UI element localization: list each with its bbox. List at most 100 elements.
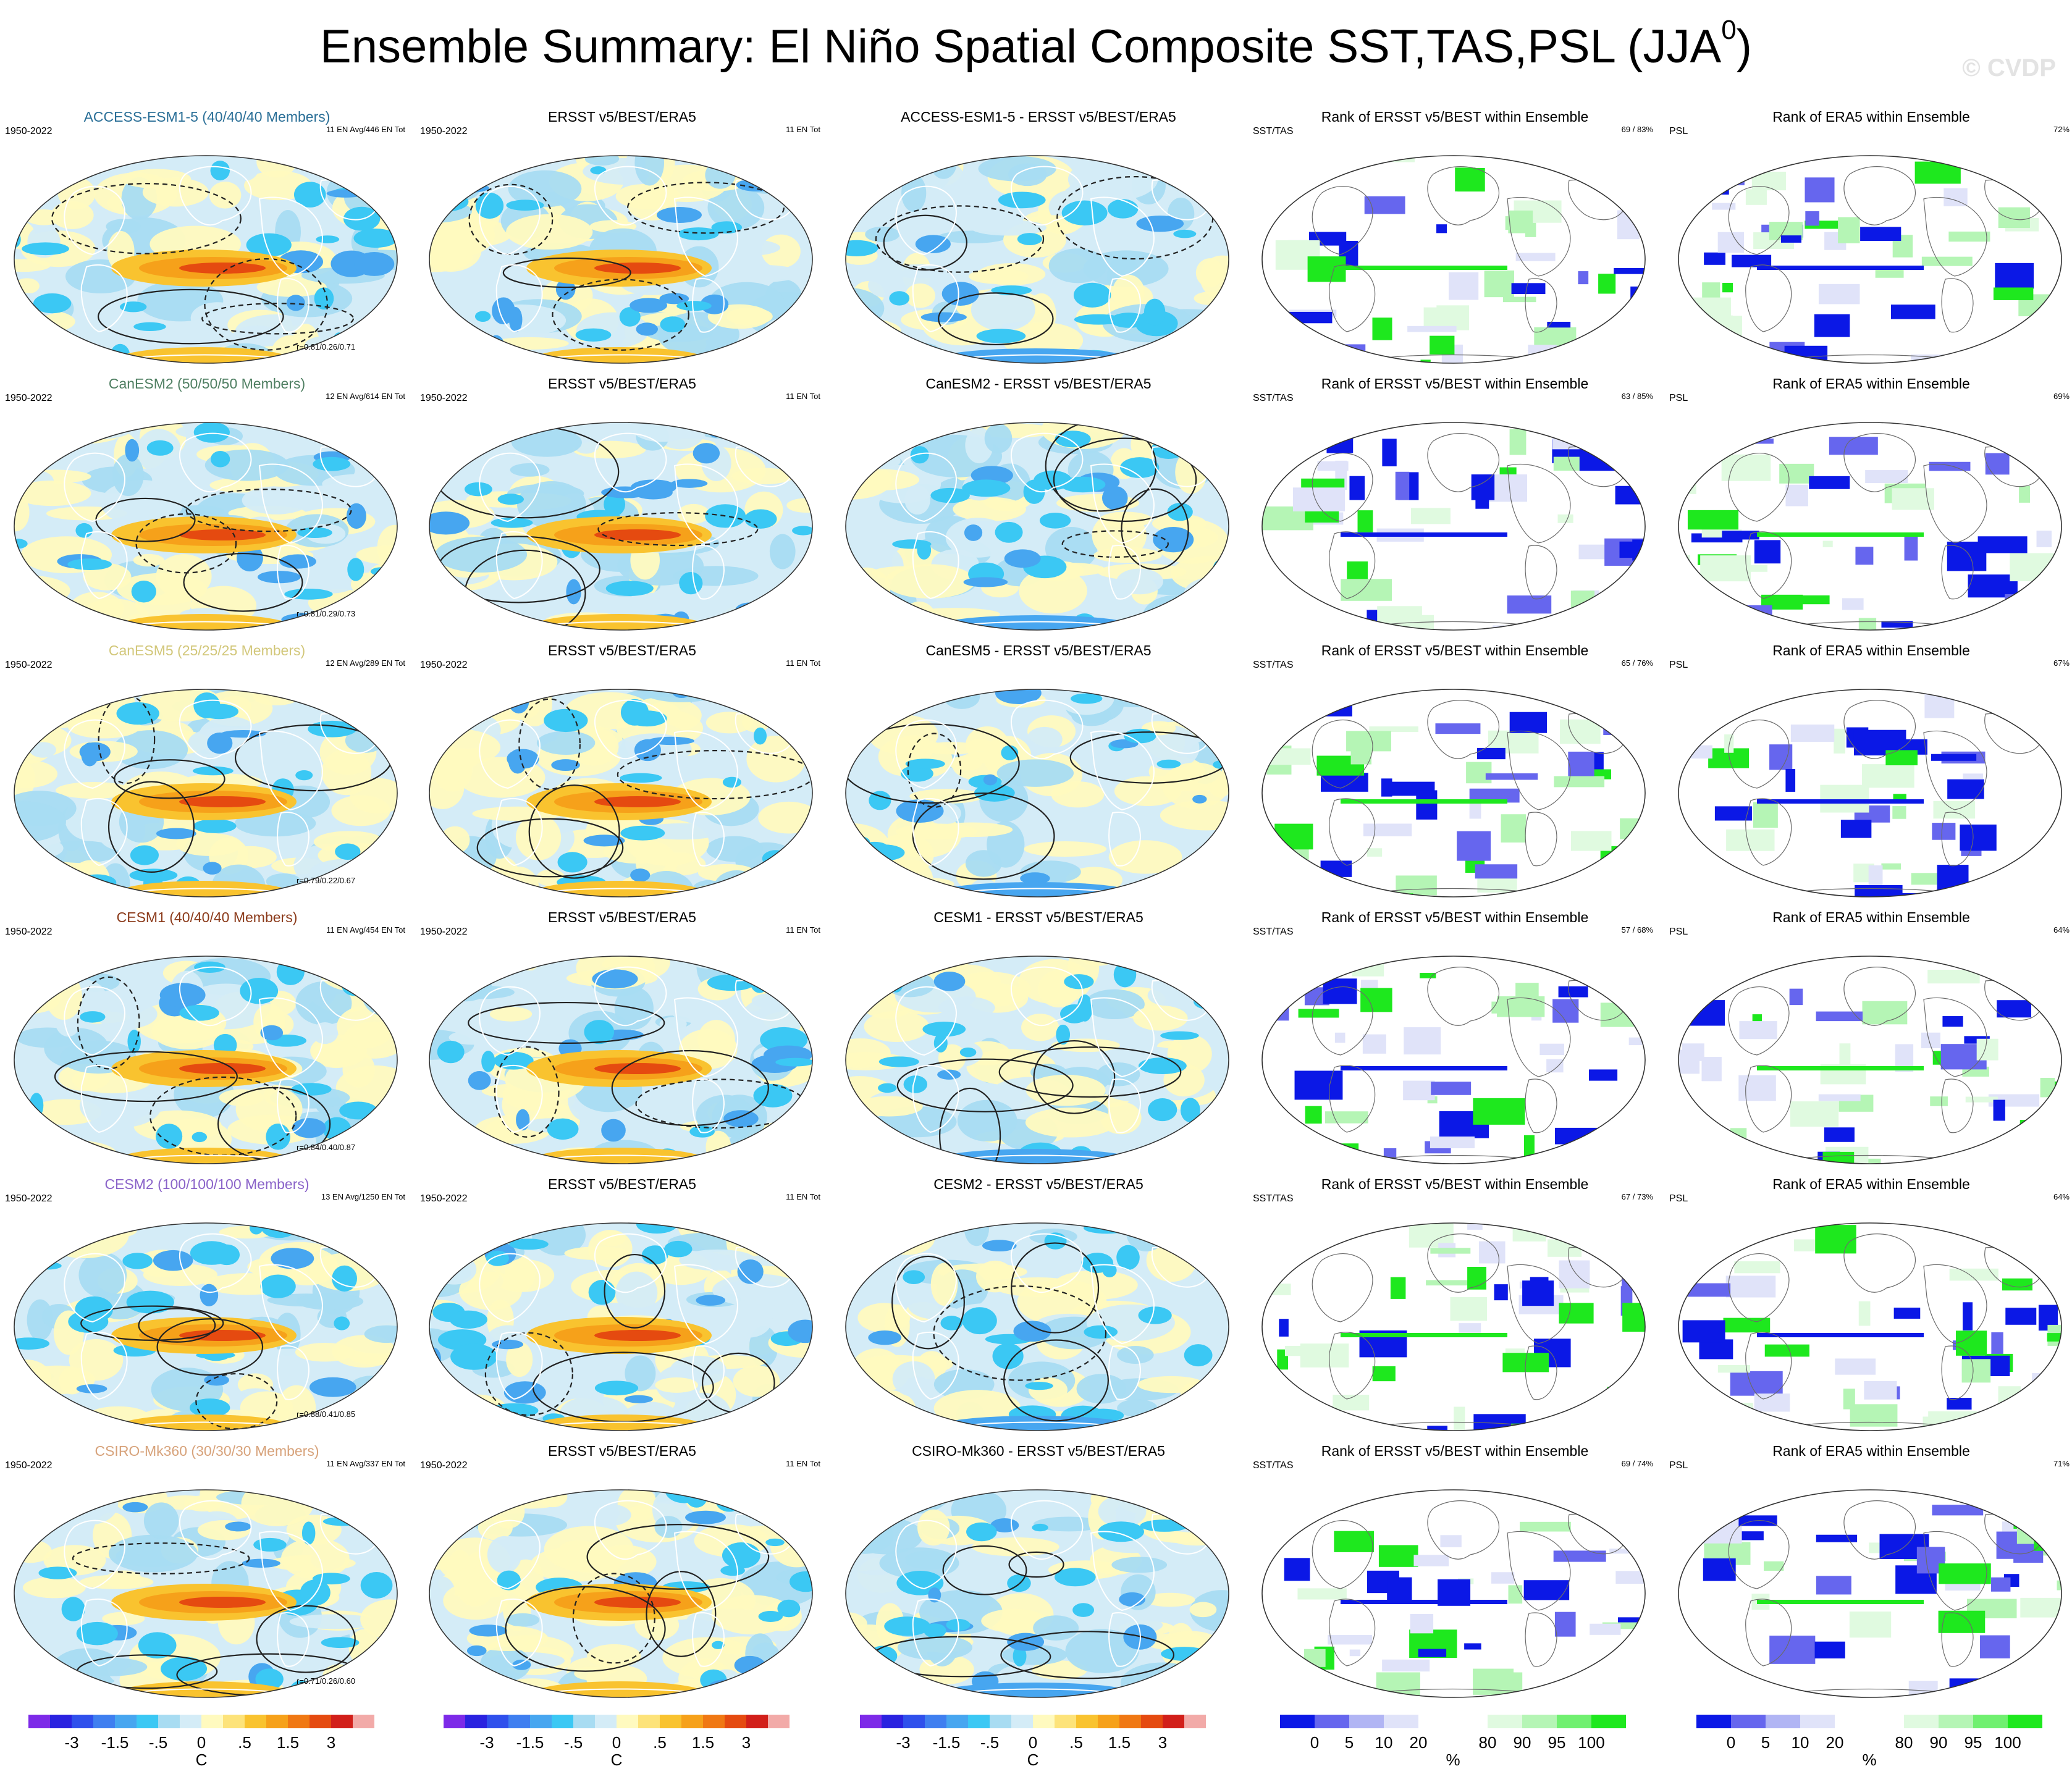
colorbar-swatch <box>331 1715 353 1728</box>
ensemble-count: 12 EN Avg/289 EN Tot <box>326 658 405 668</box>
rank-colorbar-2: 0 5 10 20 80 90 95 100% <box>1696 1712 2052 1780</box>
colorbar-swatch <box>180 1715 201 1728</box>
model-title: CanESM2 (50/50/50 Members) <box>108 376 306 392</box>
panel-access-esm1-5-model: ACCESS-ESM1-5 (40/40/40 Members) 1950-202… <box>0 106 414 373</box>
pattern-correlation: r=0.81/0.29/0.73 <box>297 609 356 618</box>
period-label: 1950-2022 <box>5 393 53 403</box>
colorbar-unit: % <box>1862 1750 1877 1769</box>
sst-rank-percent: 69 / 83% <box>1621 125 1653 134</box>
map <box>1678 155 2062 364</box>
colorbar-swatch <box>573 1715 595 1728</box>
colorbar-tick-label: -.5 <box>563 1733 583 1752</box>
sst-tas-label: SST/TAS <box>1253 393 1294 403</box>
colorbar-tick-label: 1.5 <box>1108 1733 1131 1752</box>
colorbar-tick-label: 3 <box>326 1733 336 1752</box>
colorbar-swatches <box>28 1715 374 1728</box>
map <box>429 689 813 897</box>
colorbar-swatch <box>444 1715 465 1728</box>
colorbar-tick-label: 0 <box>196 1733 206 1752</box>
colorbar-swatch <box>530 1715 552 1728</box>
model-title: CSIRO-Mk360 (30/30/30 Members) <box>95 1443 319 1459</box>
colorbar-swatch <box>860 1715 882 1728</box>
panel-csiro-mk360-diff: CSIRO-Mk360 - ERSST v5/BEST/ERA5 <box>832 1440 1245 1707</box>
panel-access-esm1-5-rank-sst: Rank of ERSST v5/BEST within Ensemble SST… <box>1248 106 1662 373</box>
panel-access-esm1-5-diff: ACCESS-ESM1-5 - ERSST v5/BEST/ERA5 <box>832 106 1245 373</box>
rank-psl-title: Rank of ERA5 within Ensemble <box>1772 1176 1970 1192</box>
model-title: CESM2 (100/100/100 Members) <box>104 1176 310 1192</box>
map <box>429 1222 813 1431</box>
colorbar-swatch <box>1696 1715 1731 1728</box>
pattern-correlation: r=0.71/0.26/0.60 <box>297 1676 356 1686</box>
pattern-correlation: r=0.84/0.40/0.87 <box>297 1143 356 1152</box>
colorbar-tick-label: 95 <box>1548 1733 1566 1752</box>
period-label: 1950-2022 <box>5 660 53 670</box>
psl-rank-percent: 64% <box>2053 1192 2070 1201</box>
colorbar-swatch <box>72 1715 93 1728</box>
map <box>1261 422 1646 631</box>
map <box>845 1222 1229 1431</box>
panel-cesm2-model: CESM2 (100/100/100 Members) 1950-2022 13 E… <box>0 1174 414 1440</box>
panel-cesm1-rank-psl: Rank of ERA5 within Ensemble PSL 64% <box>1664 907 2072 1174</box>
map <box>14 689 398 897</box>
colorbar-swatch <box>768 1715 790 1728</box>
colorbar-swatch <box>552 1715 573 1728</box>
map <box>1678 956 2062 1164</box>
map <box>1678 1222 2062 1431</box>
psl-label: PSL <box>1669 126 1688 137</box>
colorbar-swatch <box>1384 1715 1418 1728</box>
colorbar-swatch <box>638 1715 660 1728</box>
colorbar-swatch <box>968 1715 990 1728</box>
colorbar-swatches <box>444 1715 790 1728</box>
obs-title: ERSST v5/BEST/ERA5 <box>548 109 696 125</box>
period-label: 1950-2022 <box>5 1193 53 1204</box>
colorbar-swatch <box>1835 1715 1869 1728</box>
period-label: 1950-2022 <box>420 660 468 670</box>
diff-title: CESM2 - ERSST v5/BEST/ERA5 <box>933 1176 1143 1192</box>
sst-rank-percent: 57 / 68% <box>1621 925 1653 935</box>
rank-psl-title: Rank of ERA5 within Ensemble <box>1772 642 1970 658</box>
rank-psl-title: Rank of ERA5 within Ensemble <box>1772 1443 1970 1459</box>
sst-rank-percent: 65 / 76% <box>1621 658 1653 668</box>
psl-rank-percent: 71% <box>2053 1459 2070 1468</box>
panel-cesm1-rank-sst: Rank of ERSST v5/BEST within Ensemble SST… <box>1248 907 1662 1174</box>
obs-count: 11 EN Tot <box>786 1192 820 1201</box>
map <box>1261 689 1646 897</box>
map <box>429 1489 813 1698</box>
period-label: 1950-2022 <box>5 1460 53 1471</box>
colorbar-swatch <box>1766 1715 1800 1728</box>
obs-title: ERSST v5/BEST/ERA5 <box>548 1176 696 1192</box>
colorbar-swatch <box>353 1715 374 1728</box>
ensemble-count: 11 EN Avg/446 EN Tot <box>326 125 405 134</box>
panel-cesm1-obs: ERSST v5/BEST/ERA5 1950-2022 11 EN Tot <box>415 907 829 1174</box>
colorbar-swatch <box>266 1715 288 1728</box>
obs-count: 11 EN Tot <box>786 1459 820 1468</box>
pattern-correlation: r=0.81/0.26/0.71 <box>297 342 356 351</box>
colorbar-swatch <box>660 1715 681 1728</box>
map <box>1261 956 1646 1164</box>
rank-psl-title: Rank of ERA5 within Ensemble <box>1772 376 1970 392</box>
panel-canesm2-obs: ERSST v5/BEST/ERA5 1950-2022 11 EN Tot <box>415 373 829 640</box>
map <box>429 422 813 631</box>
colorbar-swatch <box>1076 1715 1098 1728</box>
colorbar-swatch <box>2008 1715 2042 1728</box>
colorbar-tick-label: -3 <box>479 1733 494 1752</box>
colorbar-tick-label: 100 <box>1994 1733 2021 1752</box>
panel-cesm2-obs: ERSST v5/BEST/ERA5 1950-2022 11 EN Tot <box>415 1174 829 1440</box>
colorbar-swatch <box>1163 1715 1184 1728</box>
colorbar-tick-label: 100 <box>1578 1733 1605 1752</box>
cvdp-watermark: © CVDP <box>1962 54 2056 82</box>
anomaly-colorbar-1: -3 -1.5 -.5 0 .5 1.5 3 C <box>28 1712 384 1780</box>
model-title: ACCESS-ESM1-5 (40/40/40 Members) <box>83 109 331 125</box>
colorbar-tick-label: -1.5 <box>516 1733 544 1752</box>
colorbar-unit: % <box>1446 1750 1460 1769</box>
colorbar-tick-label: 1.5 <box>691 1733 715 1752</box>
colorbar-swatches <box>1696 1715 2042 1728</box>
colorbar-swatch <box>487 1715 508 1728</box>
colorbar-swatch <box>1184 1715 1206 1728</box>
psl-label: PSL <box>1669 393 1688 403</box>
period-label: 1950-2022 <box>420 1193 468 1204</box>
rank-sst-title: Rank of ERSST v5/BEST within Ensemble <box>1321 1176 1589 1192</box>
colorbar-tick-label: 0 <box>612 1733 621 1752</box>
colorbar-swatch <box>1869 1715 1904 1728</box>
colorbar-unit: C <box>610 1750 623 1769</box>
